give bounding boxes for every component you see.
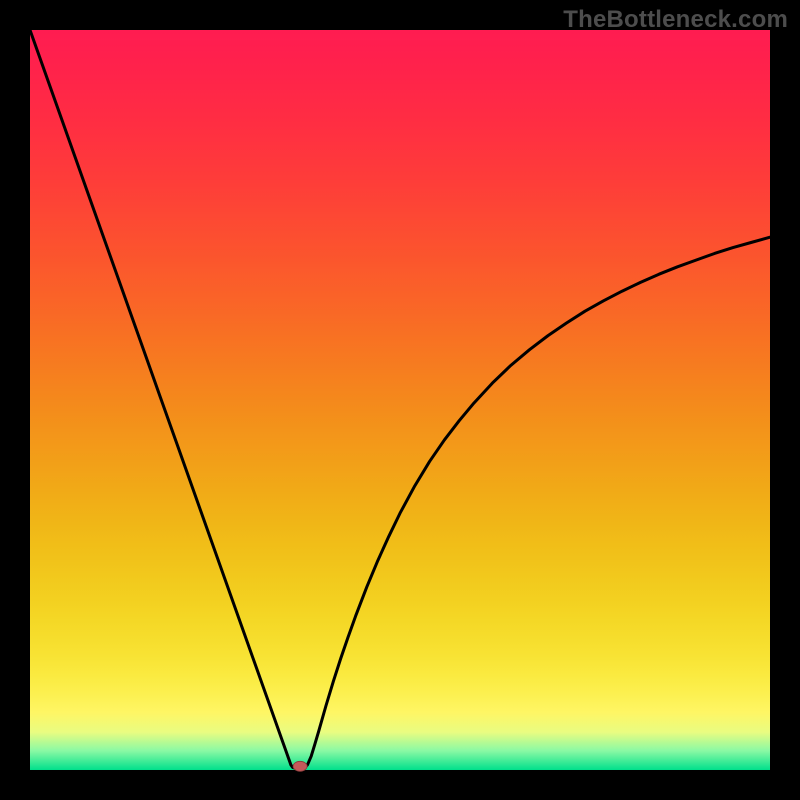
watermark-text: TheBottleneck.com [563,6,788,34]
optimal-point-marker [293,761,307,771]
plot-area [30,30,770,770]
bottleneck-chart [0,0,800,800]
